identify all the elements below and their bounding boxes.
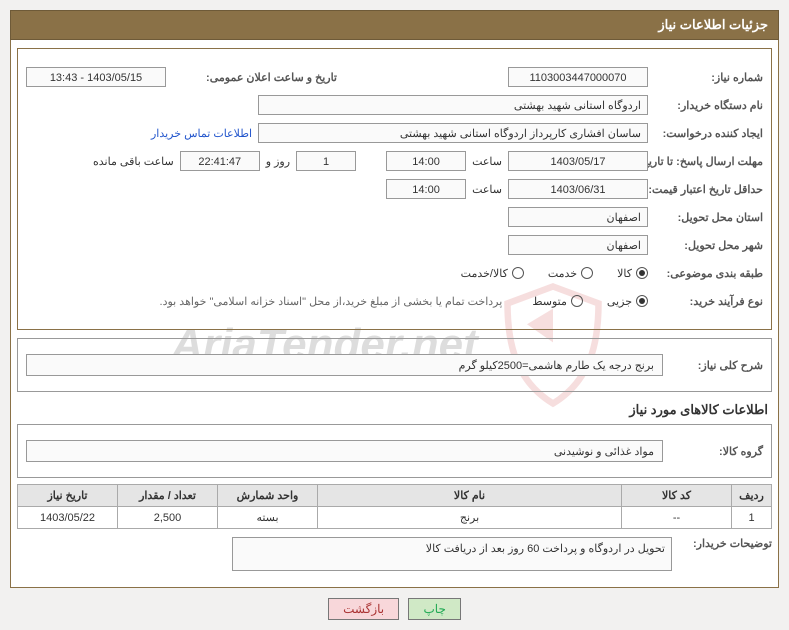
days-count: 1 <box>296 151 356 171</box>
radio-small-label: جزیی <box>607 295 632 308</box>
province-value: اصفهان <box>508 207 648 227</box>
city-label: شهر محل تحویل: <box>648 239 763 252</box>
radio-khedmat-label: خدمت <box>548 267 577 280</box>
requester-label: ایجاد کننده درخواست: <box>648 127 763 140</box>
days-and-text: روز و <box>266 155 290 168</box>
time-label-1: ساعت <box>472 155 502 168</box>
announce-label: تاریخ و ساعت اعلان عمومی: <box>172 71 337 84</box>
purchase-note: پرداخت تمام یا بخشی از مبلغ خرید،از محل … <box>160 295 503 308</box>
share-no-label: شماره نیاز: <box>648 71 763 84</box>
radio-kala-label: کالا <box>617 267 632 280</box>
contact-link[interactable]: اطلاعات تماس خریدار <box>151 127 252 140</box>
validity-label: حداقل تاریخ اعتبار قیمت: تا تاریخ: <box>648 183 763 196</box>
radio-medium-label: متوسط <box>532 295 567 308</box>
radio-both[interactable]: کالا/خدمت <box>461 267 524 280</box>
radio-khedmat[interactable]: خدمت <box>548 267 593 280</box>
print-button[interactable]: چاپ <box>408 598 460 620</box>
radio-both-label: کالا/خدمت <box>461 267 508 280</box>
validity-time: 14:00 <box>386 179 466 199</box>
buyer-notes-label: توضیحات خریدار: <box>672 537 772 550</box>
td-unit: بسته <box>218 507 318 529</box>
general-desc-label: شرح کلی نیاز: <box>663 359 763 372</box>
category-label: طبقه بندی موضوعی: <box>648 267 763 280</box>
purchase-type-label: نوع فرآیند خرید: <box>648 295 763 308</box>
th-unit: واحد شمارش <box>218 485 318 507</box>
panel-title: جزئیات اطلاعات نیاز <box>10 10 779 40</box>
radio-small[interactable]: جزیی <box>607 295 648 308</box>
remaining-time: 22:41:47 <box>180 151 260 171</box>
remaining-label: ساعت باقی مانده <box>93 155 174 168</box>
general-desc-value: برنج درجه یک طارم هاشمی=2500کیلو گرم <box>26 354 663 376</box>
table-row: 1 -- برنج بسته 2,500 1403/05/22 <box>18 507 772 529</box>
city-value: اصفهان <box>508 235 648 255</box>
time-label-2: ساعت <box>472 183 502 196</box>
announce-value: 1403/05/15 - 13:43 <box>26 67 166 87</box>
back-button[interactable]: بازگشت <box>328 598 399 620</box>
td-row: 1 <box>732 507 772 529</box>
group-value: مواد غذائی و نوشیدنی <box>26 440 663 462</box>
share-no-value: 1103003447000070 <box>508 67 648 87</box>
buyer-org-label: نام دستگاه خریدار: <box>648 99 763 112</box>
group-box: گروه کالا: مواد غذائی و نوشیدنی <box>17 424 772 478</box>
th-date: تاریخ نیاز <box>18 485 118 507</box>
th-name: نام کالا <box>318 485 622 507</box>
td-name: برنج <box>318 507 622 529</box>
deadline-reply-time: 14:00 <box>386 151 466 171</box>
buyer-org-value: اردوگاه استانی شهید بهشتی <box>258 95 648 115</box>
items-table: ردیف کد کالا نام کالا واحد شمارش تعداد /… <box>17 484 772 529</box>
group-label: گروه کالا: <box>663 445 763 458</box>
deadline-reply-date: 1403/05/17 <box>508 151 648 171</box>
radio-medium[interactable]: متوسط <box>532 295 583 308</box>
td-code: -- <box>622 507 732 529</box>
th-row: ردیف <box>732 485 772 507</box>
goods-section-title: اطلاعات کالاهای مورد نیاز <box>21 402 768 418</box>
th-qty: تعداد / مقدار <box>118 485 218 507</box>
radio-kala[interactable]: کالا <box>617 267 648 280</box>
validity-date: 1403/06/31 <box>508 179 648 199</box>
deadline-reply-label: مهلت ارسال پاسخ: تا تاریخ: <box>648 155 763 168</box>
th-code: کد کالا <box>622 485 732 507</box>
requester-value: ساسان افشاری کارپرداز اردوگاه استانی شهی… <box>258 123 648 143</box>
general-desc-box: شرح کلی نیاز: برنج درجه یک طارم هاشمی=25… <box>17 338 772 392</box>
buyer-notes-value: تحویل در اردوگاه و پرداخت 60 روز بعد از … <box>232 537 672 571</box>
province-label: استان محل تحویل: <box>648 211 763 224</box>
td-date: 1403/05/22 <box>18 507 118 529</box>
td-qty: 2,500 <box>118 507 218 529</box>
main-form: شماره نیاز: 1103003447000070 تاریخ و ساع… <box>17 48 772 330</box>
